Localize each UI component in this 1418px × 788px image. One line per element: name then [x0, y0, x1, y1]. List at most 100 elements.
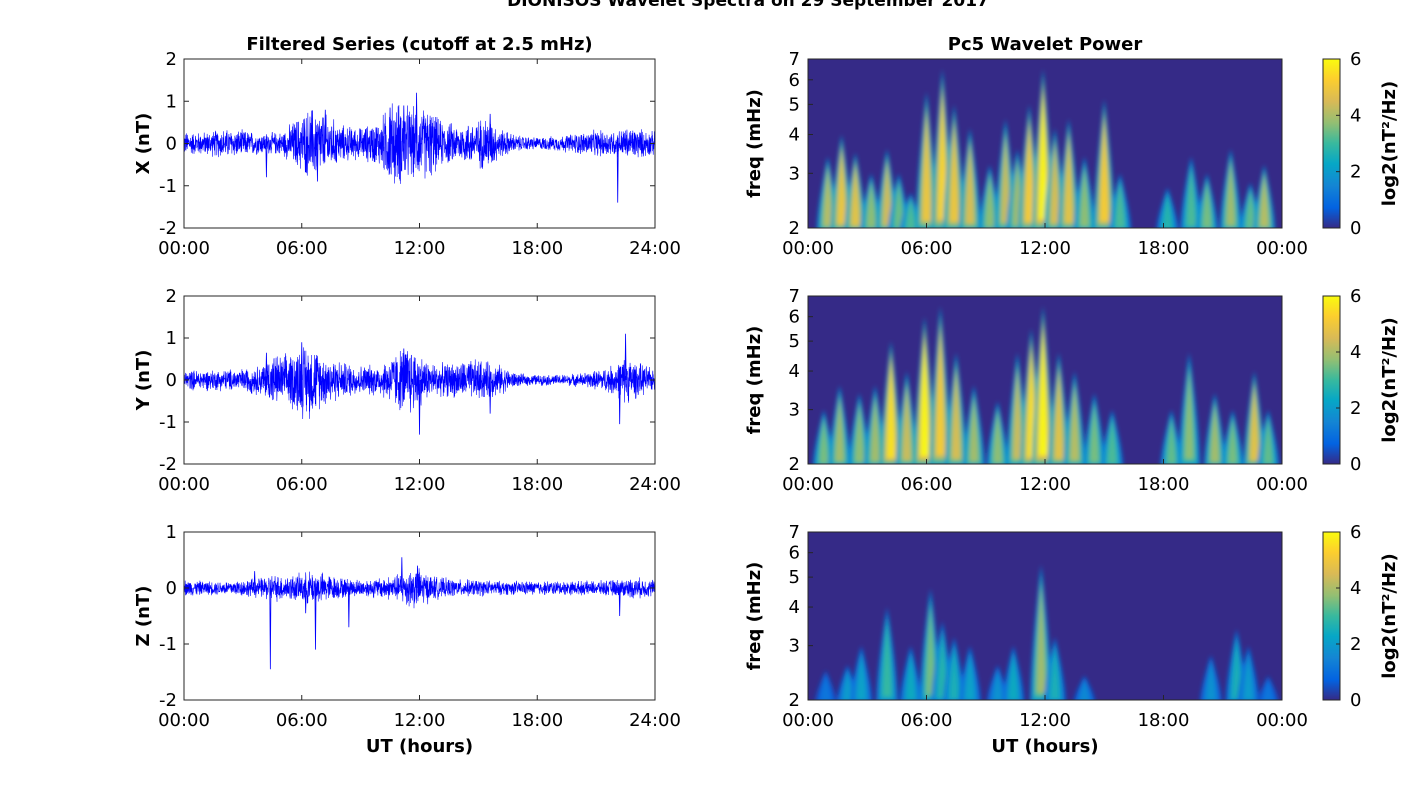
x-tick-label: 00:00 [782, 710, 834, 731]
power-blob-14 [1025, 123, 1034, 222]
series-spike-0 [269, 587, 272, 670]
x-tick-label: 00:00 [782, 474, 834, 495]
colorbar: 0 2 4 6 log2(nT²/Hz) [1322, 522, 1400, 711]
y-axis-label: X (nT) [133, 113, 154, 175]
y-tick-label: 6 [789, 307, 800, 328]
x-axis-label: UT (hours) [366, 736, 473, 757]
y-tick-label: 6 [789, 70, 800, 91]
series-spike-7 [308, 379, 311, 412]
x-tick-label: 24:00 [629, 710, 681, 731]
x-tick-label: 12:00 [394, 238, 446, 259]
y-tick-label: -1 [159, 634, 177, 655]
power-blob-22 [1187, 167, 1196, 226]
power-blob-1 [843, 670, 852, 700]
power-blob-9 [950, 123, 959, 222]
power-blob-10 [1009, 654, 1018, 700]
series-spike-7 [389, 107, 392, 144]
y-tick-label: -2 [159, 690, 177, 711]
power-blob-12 [1001, 135, 1010, 223]
line-panel-4: 00:00 06:00 12:00 18:00 24:00 -2 -1 0 1 Z (nT) UT … [133, 522, 681, 757]
power-blob-6 [920, 339, 929, 456]
series-spike-3 [402, 348, 405, 381]
y-axis-label: Z (nT) [133, 586, 154, 647]
series-spike-6 [265, 143, 268, 178]
x-tick-label: 12:00 [1019, 474, 1071, 495]
x-tick-label: 18:00 [1138, 474, 1190, 495]
colorbar-tick-label: 2 [1350, 634, 1361, 655]
power-blob-1 [837, 149, 846, 225]
x-tick-label: 00:00 [782, 238, 834, 259]
power-blob-21 [1163, 194, 1172, 228]
colorbar-tick-label: 6 [1350, 522, 1361, 543]
series-line [183, 103, 656, 184]
power-blob-15 [1070, 385, 1079, 461]
power-blob-18 [1080, 167, 1089, 226]
power-blob-20 [1116, 182, 1125, 228]
series-spike-1 [402, 105, 405, 144]
power-blob-16 [1050, 143, 1059, 224]
series-spike-0 [418, 379, 421, 435]
plot-area [184, 532, 655, 700]
series-spike-4 [324, 109, 327, 144]
power-blob-16 [1244, 654, 1253, 700]
power-blob-7 [922, 112, 931, 221]
y-tick-label: 3 [789, 163, 800, 184]
x-tick-label: 00:00 [1256, 710, 1308, 731]
colorbar-tick-label: 6 [1350, 49, 1361, 70]
y-tick-label: 2 [789, 218, 800, 239]
panel-title: Pc5 Wavelet Power [948, 34, 1143, 55]
power-blob-1 [835, 397, 844, 462]
y-tick-label: 0 [166, 370, 177, 391]
series-spike-5 [265, 352, 268, 381]
colorbar-tick-label: 4 [1350, 105, 1361, 126]
power-blob-24 [1226, 161, 1235, 226]
power-blob-23 [1264, 418, 1273, 464]
power-blob-21 [1228, 418, 1237, 464]
x-tick-label: 18:00 [1138, 238, 1190, 259]
colorbar-tick-label: 0 [1350, 454, 1361, 475]
x-tick-label: 00:00 [158, 710, 210, 731]
x-tick-label: 24:00 [629, 474, 681, 495]
x-tick-label: 06:00 [276, 710, 328, 731]
x-tick-label: 12:00 [1019, 710, 1071, 731]
power-blob-14 [1054, 369, 1063, 459]
power-blob-2 [857, 654, 866, 700]
power-blob-25 [1246, 190, 1255, 228]
x-tick-label: 00:00 [158, 238, 210, 259]
power-blob-14 [1206, 662, 1215, 700]
colorbar-label: log2(nT²/Hz) [1379, 317, 1400, 443]
series-spike-0 [415, 92, 418, 144]
colorbar-tick-label: 0 [1350, 690, 1361, 711]
y-tick-label: 0 [166, 578, 177, 599]
series-spike-3 [400, 557, 403, 589]
colorbar-gradient [1322, 531, 1341, 701]
y-tick-label: 7 [789, 286, 800, 307]
power-blob-7 [950, 647, 959, 699]
series-spike-5 [489, 113, 492, 144]
power-blob-9 [993, 670, 1002, 700]
series-spike-6 [618, 587, 621, 617]
colorbar-tick-label: 2 [1350, 398, 1361, 419]
series-spike-2 [347, 587, 350, 628]
power-blob-5 [894, 182, 903, 228]
line-panel-0: 00:00 06:00 12:00 18:00 24:00 -2 -1 0 1 2 Filtered… [133, 34, 681, 259]
power-blob-8 [965, 654, 974, 700]
colorbar-gradient [1322, 295, 1341, 465]
colorbar-tick-label: 6 [1350, 286, 1361, 307]
y-tick-label: 4 [789, 124, 800, 145]
x-tick-label: 18:00 [511, 474, 563, 495]
power-blob-4 [886, 360, 895, 458]
power-blob-19 [1100, 119, 1109, 222]
colorbar: 0 2 4 6 log2(nT²/Hz) [1322, 286, 1400, 475]
power-blob-2 [851, 164, 860, 226]
y-tick-label: 6 [789, 543, 800, 564]
colorbar-label: log2(nT²/Hz) [1379, 81, 1400, 207]
power-blob-17 [1108, 418, 1117, 464]
power-blob-11 [1013, 369, 1022, 459]
power-blob-7 [936, 330, 945, 456]
x-tick-label: 06:00 [901, 710, 953, 731]
y-tick-label: 5 [789, 331, 800, 352]
